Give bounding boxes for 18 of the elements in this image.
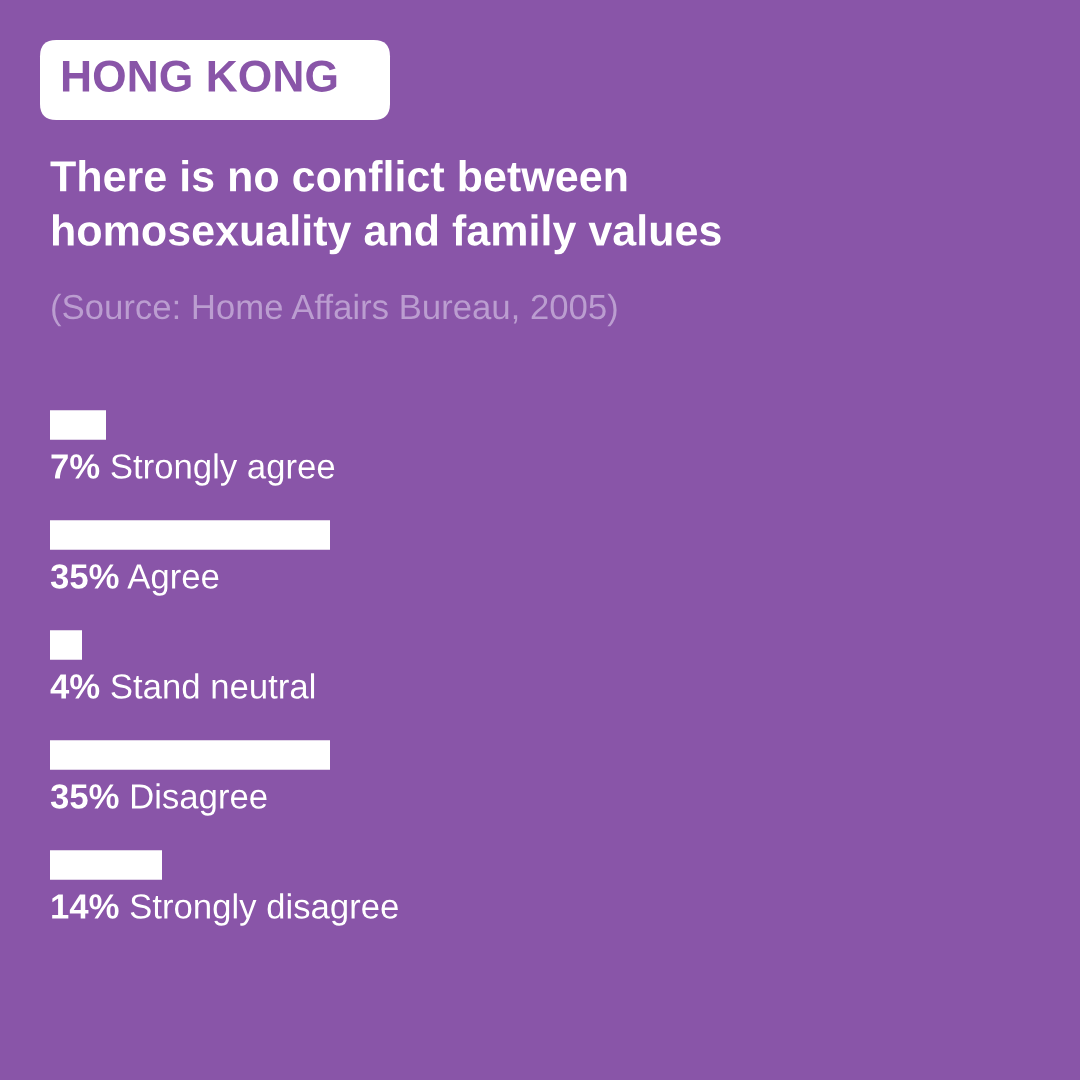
- bar: [50, 740, 330, 770]
- data-label: 35%: [50, 564, 119, 589]
- chart-subtitle: HONG KONG: [62, 60, 337, 92]
- bar: [50, 520, 330, 550]
- data-label: 7%: [51, 454, 100, 479]
- y-tick-label: Agree: [127, 564, 219, 596]
- data-label: 4%: [50, 674, 100, 699]
- bar: [50, 630, 82, 660]
- y-tick-label: Stand neutral: [111, 673, 315, 699]
- data-label: 35%: [50, 784, 119, 809]
- y-tick-label: Disagree: [131, 783, 267, 816]
- y-tick-label: Strongly agree: [111, 453, 335, 486]
- chart-title: There is no conflict between homosexuality and family values: [50, 160, 721, 255]
- data-label: 14%: [52, 894, 119, 919]
- y-tick-label: Strongly disagree: [130, 893, 398, 926]
- bar: [50, 410, 106, 440]
- bar: [50, 850, 162, 880]
- text: (Source: Home Affairs Bureau, 2005): [52, 293, 617, 327]
